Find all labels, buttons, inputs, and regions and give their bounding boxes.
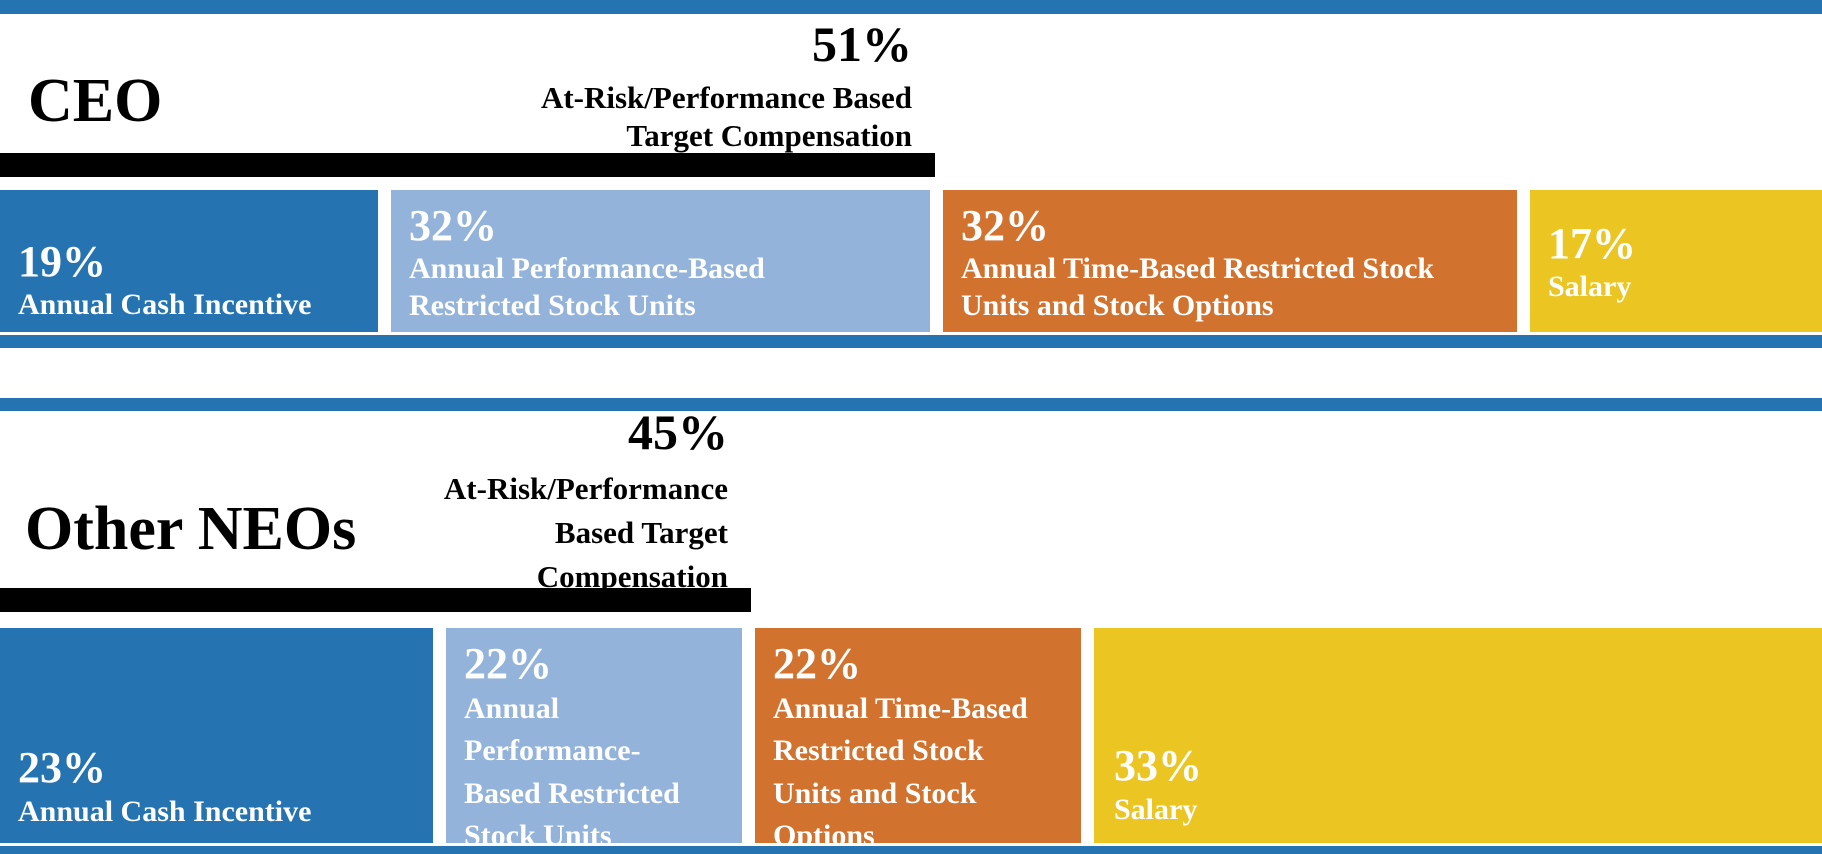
neo-section-title: Other NEOs — [25, 495, 357, 563]
ceo-at-risk-percent: 51% — [812, 16, 912, 72]
ceo-bottom-rule — [0, 335, 1822, 348]
ceo-segment-performance-rsu: 32% Annual Performance-Based Restricted … — [391, 190, 930, 332]
ceo-stacked-bar: 19% Annual Cash Incentive 32% Annual Per… — [0, 190, 1822, 332]
segment-label: Annual Performance-Based Restricted Stoc… — [409, 251, 765, 323]
segment-percent: 19% — [18, 236, 106, 286]
neo-stacked-bar: 23% Annual Cash Incentive 22% Annual Per… — [0, 628, 1822, 843]
ceo-section-title: CEO — [28, 67, 163, 135]
segment-percent: 32% — [409, 201, 497, 250]
segment-percent: 22% — [464, 639, 552, 688]
neo-at-risk-callout: 45% At-Risk/Performance Based Target Com… — [444, 406, 728, 599]
neo-segment-performance-rsu: 22% Annual Performance- Based Restricted… — [446, 628, 742, 843]
segment-label: Salary — [1548, 269, 1632, 303]
neo-at-risk-percent: 45% — [628, 404, 728, 460]
segment-label: Salary — [1114, 793, 1198, 827]
segment-label: Annual Cash Incentive — [18, 287, 312, 321]
neo-at-risk-label: At-Risk/Performance Based Target Compens… — [443, 470, 728, 594]
neo-top-rule — [0, 398, 1822, 411]
segment-percent: 22% — [773, 639, 861, 688]
ceo-segment-salary: 17% Salary — [1530, 190, 1822, 332]
segment-label: Annual Time-Based Restricted Stock Units… — [773, 691, 1028, 843]
segment-label: Annual Cash Incentive — [18, 795, 312, 829]
neo-segment-time-based-rsu-options: 22% Annual Time-Based Restricted Stock U… — [755, 628, 1081, 843]
segment-percent: 32% — [961, 201, 1049, 250]
neo-at-risk-bracket-bar — [0, 588, 751, 612]
neo-segment-salary: 33% Salary — [1094, 628, 1822, 843]
neo-bottom-rule — [0, 846, 1822, 854]
segment-percent: 23% — [18, 742, 106, 792]
segment-label: Annual Time-Based Restricted Stock Units… — [961, 251, 1435, 323]
ceo-at-risk-bracket-bar — [0, 153, 935, 177]
ceo-at-risk-callout: 51% At-Risk/Performance Based Target Com… — [541, 18, 912, 155]
ceo-top-rule — [0, 0, 1822, 14]
segment-percent: 17% — [1548, 218, 1636, 268]
ceo-segment-time-based-rsu-options: 32% Annual Time-Based Restricted Stock U… — [943, 190, 1517, 332]
segment-percent: 33% — [1114, 740, 1202, 790]
neo-segment-annual-cash-incentive: 23% Annual Cash Incentive — [0, 628, 433, 843]
ceo-segment-annual-cash-incentive: 19% Annual Cash Incentive — [0, 190, 378, 332]
segment-label: Annual Performance- Based Restricted Sto… — [464, 691, 680, 843]
ceo-at-risk-label: At-Risk/Performance Based Target Compens… — [540, 79, 912, 153]
